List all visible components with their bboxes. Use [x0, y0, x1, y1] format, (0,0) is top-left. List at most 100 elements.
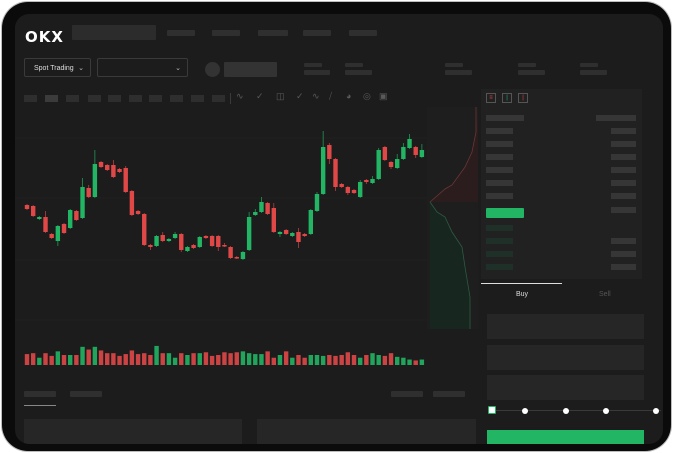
candle[interactable] — [24, 205, 30, 209]
candle[interactable] — [314, 194, 320, 211]
candle[interactable] — [160, 235, 165, 241]
candle[interactable] — [253, 212, 258, 215]
interval-button[interactable] — [149, 95, 162, 102]
draw-icon[interactable]: ⧸ — [329, 91, 333, 101]
total-input[interactable] — [487, 375, 644, 400]
interval-button[interactable] — [212, 95, 225, 102]
candle[interactable] — [148, 245, 153, 247]
interval-button-active[interactable] — [45, 95, 58, 102]
chevron-down-icon[interactable]: ✓ — [296, 91, 304, 101]
interval-button[interactable] — [108, 95, 121, 102]
market-type-dropdown[interactable]: Spot Trading ⌄ — [24, 58, 91, 77]
candle[interactable] — [172, 234, 178, 238]
nav-item[interactable] — [349, 30, 377, 36]
candle[interactable] — [111, 165, 116, 177]
nav-item[interactable] — [167, 30, 195, 36]
both-sides-icon[interactable]: ≡ — [486, 93, 496, 103]
bids-only-icon[interactable]: | — [502, 93, 512, 103]
candle[interactable] — [166, 239, 172, 241]
candle[interactable] — [277, 232, 283, 234]
slider-stop-25[interactable] — [522, 408, 528, 414]
candle[interactable] — [246, 217, 252, 250]
bottom-action[interactable] — [391, 391, 423, 397]
interval-button[interactable] — [170, 95, 183, 102]
candle[interactable] — [117, 169, 122, 172]
nav-item[interactable] — [303, 30, 331, 36]
candle[interactable] — [123, 168, 128, 192]
candle[interactable] — [345, 187, 351, 193]
candle[interactable] — [92, 164, 98, 197]
slider-handle[interactable] — [488, 406, 496, 414]
candle[interactable] — [401, 147, 406, 159]
buy-button[interactable] — [487, 430, 644, 444]
candle[interactable] — [240, 252, 246, 259]
candle[interactable] — [290, 233, 295, 236]
candle[interactable] — [154, 236, 159, 246]
candle[interactable] — [203, 236, 209, 238]
fullscreen-icon[interactable]: ▣ — [379, 91, 388, 101]
candle[interactable] — [339, 184, 344, 187]
interval-button[interactable] — [24, 95, 37, 102]
candle[interactable] — [98, 162, 104, 167]
candle[interactable] — [179, 234, 184, 250]
candle[interactable] — [105, 165, 110, 170]
price-input[interactable] — [487, 314, 644, 339]
interval-button[interactable] — [191, 95, 204, 102]
compare-icon[interactable]: ◫ — [276, 91, 285, 101]
pair-dropdown[interactable]: ⌄ — [97, 58, 188, 77]
bottom-action[interactable] — [433, 391, 465, 397]
amount-input[interactable] — [487, 345, 644, 370]
candle[interactable] — [395, 159, 400, 168]
candle[interactable] — [61, 224, 67, 233]
candle[interactable] — [37, 217, 42, 219]
nav-item[interactable] — [258, 30, 288, 36]
candle[interactable] — [43, 217, 48, 232]
candle[interactable] — [419, 150, 425, 157]
candle[interactable] — [129, 191, 135, 215]
search-bar[interactable] — [72, 25, 156, 40]
bottom-tab[interactable] — [70, 391, 102, 397]
slider-stop-75[interactable] — [603, 408, 609, 414]
interval-button[interactable] — [66, 95, 79, 102]
sell-tab[interactable]: Sell — [599, 291, 611, 298]
candle[interactable] — [67, 210, 73, 228]
buy-tab[interactable]: Buy — [516, 291, 529, 298]
candle[interactable] — [135, 211, 141, 214]
interval-button[interactable] — [129, 95, 142, 102]
candle-type-icon[interactable]: ✓ — [256, 91, 264, 101]
candle[interactable] — [296, 232, 301, 242]
candle[interactable] — [30, 206, 36, 216]
candle[interactable] — [234, 257, 239, 259]
interval-button[interactable] — [88, 95, 101, 102]
line-icon[interactable]: ∿ — [312, 91, 320, 101]
candle[interactable] — [376, 150, 381, 179]
candle[interactable] — [228, 247, 233, 258]
candle[interactable] — [357, 182, 363, 197]
target-icon[interactable]: ◎ — [363, 91, 371, 101]
candle[interactable] — [320, 147, 326, 194]
candle[interactable] — [74, 211, 79, 220]
candle[interactable] — [413, 147, 418, 155]
candle[interactable] — [80, 187, 85, 218]
candle[interactable] — [364, 180, 369, 182]
candle[interactable] — [142, 214, 147, 245]
candle[interactable] — [370, 179, 375, 183]
candle[interactable] — [351, 190, 357, 193]
candle[interactable] — [308, 210, 314, 234]
slider-stop-50[interactable] — [563, 408, 569, 414]
indicator-icon[interactable]: ∿ — [236, 91, 244, 101]
candlestick-chart[interactable] — [15, 14, 485, 379]
candle[interactable] — [209, 236, 215, 246]
candle[interactable] — [55, 226, 61, 241]
candle[interactable] — [407, 139, 412, 148]
candle[interactable] — [86, 188, 91, 197]
candle[interactable] — [49, 234, 54, 238]
candle[interactable] — [185, 247, 190, 251]
slider-stop-100[interactable] — [653, 408, 659, 414]
gauge-icon[interactable]: ◕ — [346, 91, 352, 101]
candle[interactable] — [382, 147, 388, 160]
candle[interactable] — [327, 145, 332, 159]
candle[interactable] — [265, 203, 270, 214]
candle[interactable] — [259, 202, 264, 212]
candle[interactable] — [283, 230, 289, 234]
